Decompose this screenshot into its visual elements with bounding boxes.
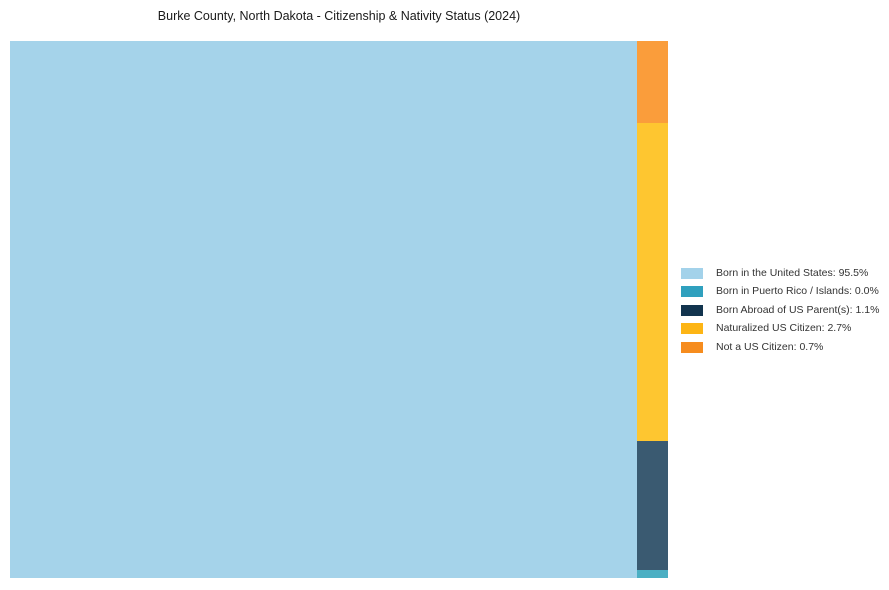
treemap-block-born-in-the-united-states — [10, 41, 637, 578]
legend: Born in the United States: 95.5% Born in … — [681, 268, 879, 360]
legend-item-born-abroad-of-us-parent-s: Born Abroad of US Parent(s): 1.1% — [681, 303, 880, 316]
legend-swatch-born-in-the-united-states — [681, 268, 703, 279]
treemap-block-naturalized-us-citizen — [637, 123, 668, 441]
treemap-minor-column — [637, 41, 668, 578]
legend-label: Born in the United States: 95.5% — [716, 267, 869, 279]
treemap-block-born-abroad-of-us-parent-s — [637, 440, 668, 570]
legend-label: Naturalized US Citizen: 2.7% — [716, 322, 852, 335]
legend-label: Not a US Citizen: 0.7% — [716, 340, 824, 353]
treemap-block-born-in-puerto-rico-islands — [637, 569, 668, 578]
treemap-plot — [10, 41, 668, 578]
legend-item-born-in-the-united-states: Born in the United States: 95.5% — [681, 268, 879, 279]
chart-title: Burke County, North Dakota - Citizenship… — [157, 9, 521, 23]
legend-swatch-naturalized-us-citizen — [681, 323, 703, 335]
legend-label: Born in Puerto Rico / Islands: 0.0% — [716, 285, 879, 298]
legend-label: Born Abroad of US Parent(s): 1.1% — [716, 303, 880, 316]
treemap-block-not-a-us-citizen — [637, 41, 668, 124]
legend-swatch-born-abroad-of-us-parent-s — [681, 304, 703, 316]
legend-item-naturalized-us-citizen: Naturalized US Citizen: 2.7% — [681, 322, 879, 335]
legend-item-born-in-puerto-rico-islands: Born in Puerto Rico / Islands: 0.0% — [681, 285, 879, 298]
legend-item-not-a-us-citizen: Not a US Citizen: 0.7% — [681, 340, 879, 353]
legend-swatch-not-a-us-citizen — [681, 341, 703, 353]
legend-swatch-born-in-puerto-rico-islands — [681, 286, 703, 298]
